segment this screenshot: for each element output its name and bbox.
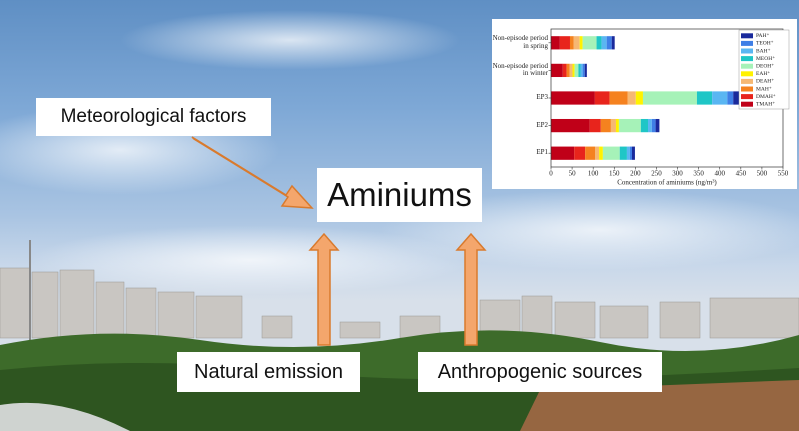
legend-label: DMAH⁺ [756,93,776,100]
legend-label: MEOH⁺ [756,55,775,62]
bar-segment [551,63,563,78]
x-tick-label: 150 [609,170,620,178]
bar-segment [584,63,587,78]
legend-label: TEOH⁺ [756,40,774,47]
bar-segment [585,146,596,160]
bar-segment [618,118,641,133]
bar-segment [606,36,612,50]
category-label-box: EP1 [536,148,548,157]
bar-segment [551,146,575,160]
anthropogenic-label: Anthropogenic sources [418,352,662,392]
bar-segment [562,63,567,78]
bar-segment [609,91,628,105]
bar-segment [642,91,697,105]
x-tick-label: 250 [651,170,662,178]
legend-swatch [741,48,753,54]
bar-segment [599,146,603,160]
factor-label: Meteorological factors [36,98,271,136]
bar-segment [635,91,643,105]
bar-segment [629,146,632,160]
legend-swatch [741,56,753,62]
x-tick-label: 350 [693,170,704,178]
legend-label: DEAH⁺ [756,78,774,85]
legend-swatch [741,101,753,107]
legend-swatch [741,33,753,39]
inset-chart: 0 50 100 150 200 250 300 350 400 450 500 550 Concent… [492,19,797,189]
natural-label: Natural emission [177,352,360,392]
bar-segment [602,146,620,160]
y-tick-label: Non-episode period in spring [492,34,548,50]
y-tick-label: EP1 [536,148,548,157]
bar-segment [569,36,574,50]
category-label-box: EP2 [536,120,548,129]
x-tick-label: 300 [672,170,683,178]
x-tick-label: 400 [714,170,725,178]
category-label-box: Non-episode period in winter [492,61,548,78]
bar-segment [619,146,627,160]
bar-segment [601,36,607,50]
x-tick-label: 500 [757,170,768,178]
legend-label: BAH⁺ [756,47,771,54]
bar-segment [615,118,619,133]
bar-segment [569,63,573,78]
bar-segment [589,118,601,133]
category-label-box: EP3 [536,93,548,102]
bar-segment [733,91,741,105]
legend-swatch [741,94,753,100]
bar-segment [610,118,616,133]
bar-segment [572,63,575,78]
bar-segment [580,63,583,78]
legend-swatch [741,71,753,77]
bar-segment [551,118,590,133]
bar-segment [712,91,728,105]
center-label: Aminiums [317,168,482,222]
legend-swatch [741,78,753,84]
y-tick-label: EP3 [536,93,548,102]
y-tick-label: EP2 [536,120,548,129]
bar-segment [566,63,570,78]
bar-segment [696,91,713,105]
bar-segment [551,91,595,105]
bar-segment [579,36,583,50]
legend-label: MAH⁺ [756,85,772,92]
category-label-box: Non-episode period in spring [492,34,548,50]
x-tick-label: 550 [778,170,789,178]
x-tick-label: 50 [569,170,577,178]
bar-segment [596,36,602,50]
bar-segment [582,63,585,78]
legend-swatch [741,63,753,69]
y-tick-label: Non-episode period in winter [492,61,548,78]
bar-segment [655,118,660,133]
bar-segment [631,146,635,160]
legend-swatch [741,40,753,46]
x-tick-label: 100 [588,170,599,178]
bar-segment [594,91,610,105]
legend-label: PAH⁺ [756,32,769,39]
bar-segment [551,36,560,50]
bar-segment [648,118,652,133]
bar-segment [651,118,656,133]
bar-segment [582,36,597,50]
bar-segment [727,91,734,105]
x-axis-title: Concentration of aminiums (ng/m³) [617,179,717,187]
legend-label: DEOH⁺ [756,62,774,69]
x-tick-label: 200 [630,170,641,178]
bar-segment [600,118,611,133]
bar-segment [611,36,615,50]
bar-segment [595,146,600,160]
legend-label: EAH⁺ [756,70,770,77]
bar-segment [627,91,636,105]
bar-segment [640,118,649,133]
x-tick-label: 450 [736,170,747,178]
legend-label: TMAH⁺ [756,100,775,107]
bar-segment [574,63,579,78]
legend-swatch [741,86,753,92]
bar-segment [573,36,580,50]
bar-segment [626,146,630,160]
bar-segment [574,146,586,160]
bar-segment [559,36,570,50]
bar-segment [578,63,581,78]
x-tick-label: 0 [549,170,553,178]
